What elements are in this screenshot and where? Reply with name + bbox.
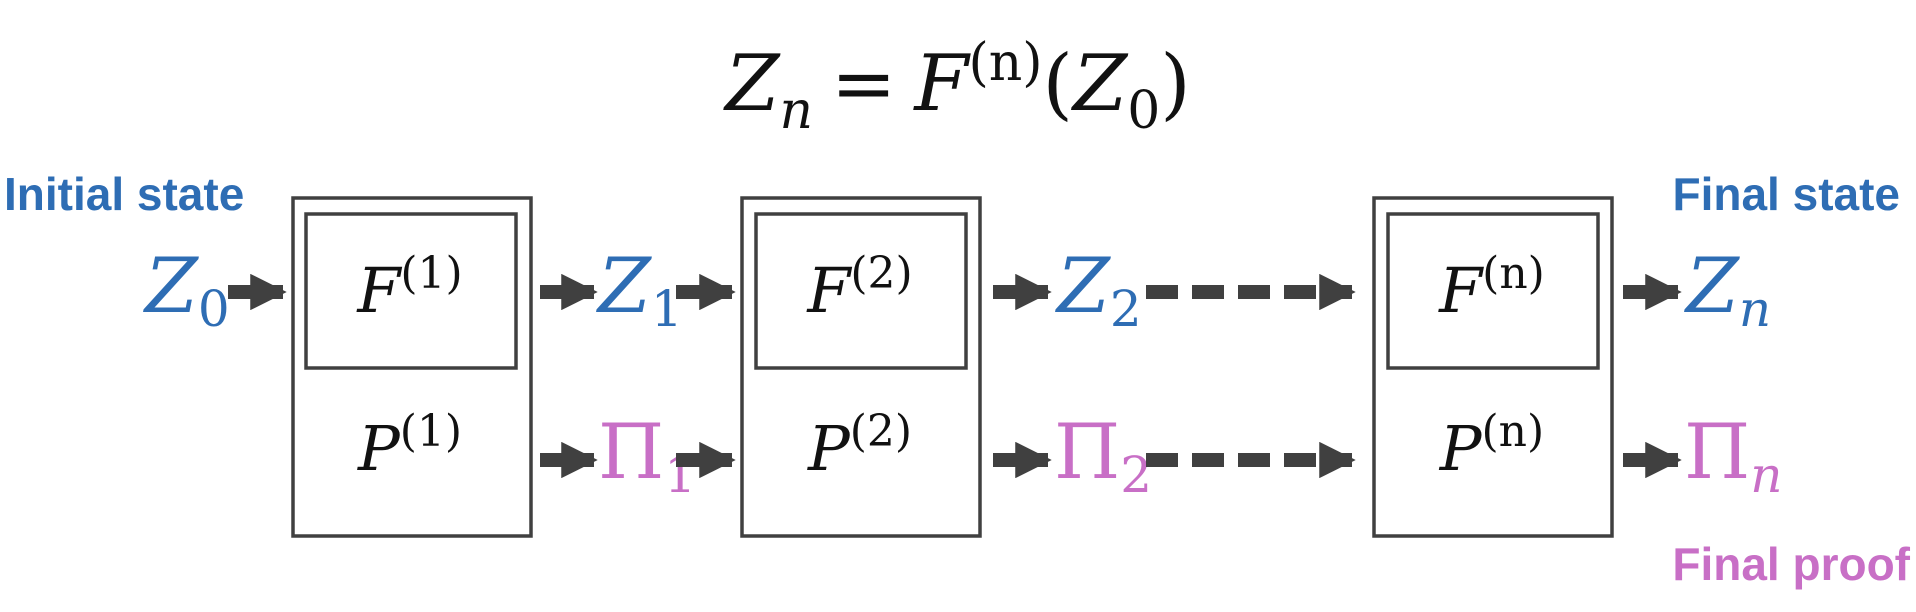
stage-2-prover-label: P(2)	[807, 406, 912, 485]
final-state-label: Final state	[1672, 168, 1900, 220]
state-z1: Z1	[596, 241, 683, 338]
stage-2-function-label: F(2)	[806, 248, 912, 327]
state-zn: Zn	[1684, 241, 1771, 338]
proof-pi2: Π2	[1054, 407, 1152, 504]
stage-n: F(n) P(n)	[1372, 196, 1614, 538]
initial-state-label: Initial state	[4, 168, 244, 220]
state-z2: Z2	[1055, 241, 1142, 338]
state-z0: Z0	[143, 241, 230, 338]
stage-n-prover-label: P(n)	[1439, 406, 1544, 485]
equation: Zn = F(n)(Z0)	[722, 33, 1190, 141]
stage-2-outer-box	[740, 196, 982, 538]
stage-1-function-label: F(1)	[356, 248, 462, 327]
final-proof-label: Final proof	[1672, 538, 1910, 590]
stage-2: F(2) P(2)	[740, 196, 982, 538]
stage-n-function-box	[1386, 212, 1600, 370]
stage-n-function-label: F(n)	[1438, 248, 1545, 327]
stage-2-function-box	[754, 212, 968, 370]
stage-1-function-box	[304, 212, 518, 370]
stage-1: F(1) P(1)	[291, 196, 533, 538]
proof-pin: Πn	[1684, 407, 1782, 504]
stage-1-prover-label: P(1)	[357, 406, 462, 485]
stage-1-outer-box	[291, 196, 533, 538]
proof-pi1: Π1	[598, 407, 696, 504]
stage-n-outer-box	[1372, 196, 1614, 538]
